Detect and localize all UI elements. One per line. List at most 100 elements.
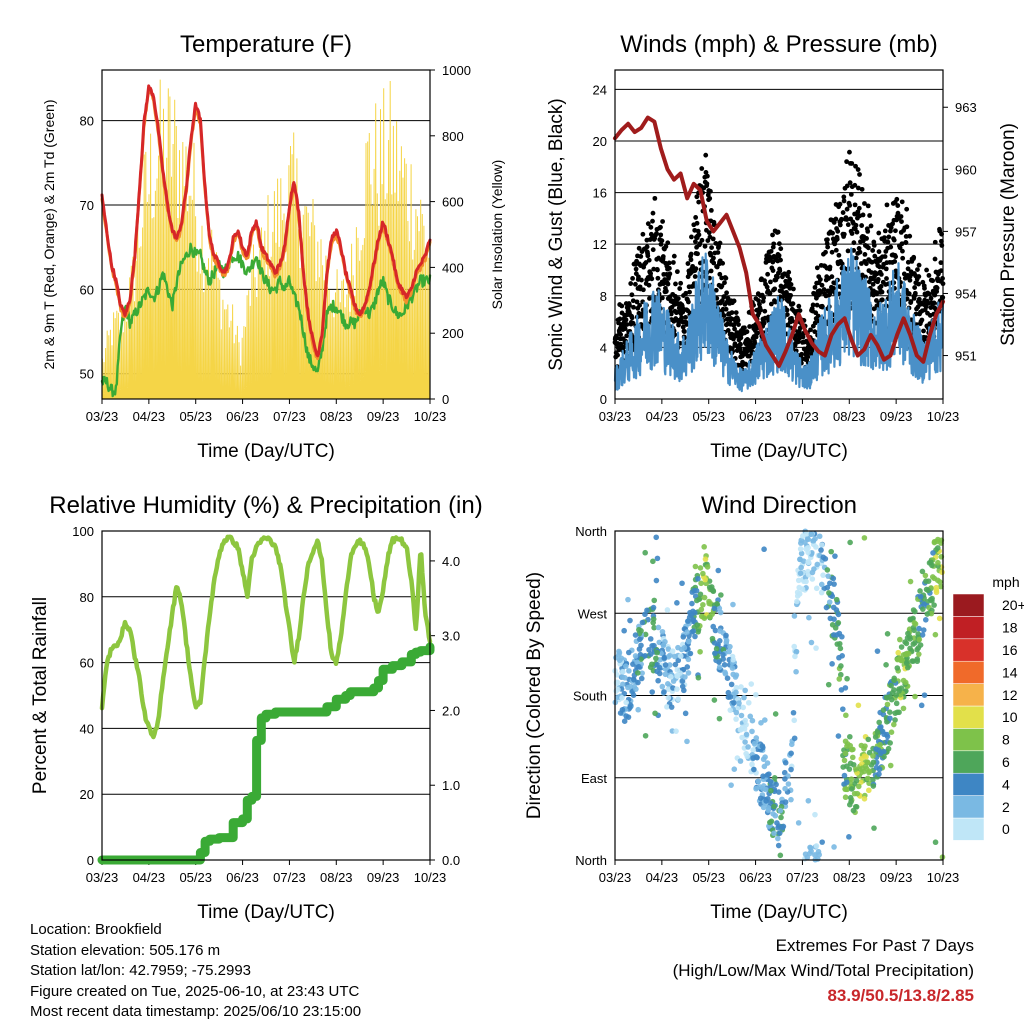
gust-point (860, 238, 866, 244)
plot-border (101, 69, 431, 400)
direction-point (685, 656, 692, 663)
direction-point (870, 777, 876, 783)
direction-point (921, 692, 928, 698)
gust-point (870, 281, 876, 287)
extremes-subtitle: (High/Low/Max Wind/Total Precipitation) (672, 961, 974, 980)
gust-point (756, 298, 761, 303)
direction-point (720, 651, 726, 658)
direction-point (865, 736, 872, 743)
direction-point (615, 686, 621, 693)
gust-point (785, 273, 790, 279)
gust-point (841, 194, 847, 200)
direction-point (910, 641, 917, 647)
direction-point (772, 711, 779, 717)
gust-point (650, 210, 656, 216)
direction-point (830, 575, 837, 582)
gust-point (845, 222, 851, 228)
gust-point (900, 255, 906, 261)
gust-point (633, 266, 639, 272)
gust-point (857, 249, 863, 255)
gust-point (655, 275, 661, 281)
gust-point (884, 276, 889, 281)
direction-point (620, 681, 626, 688)
direction-point (877, 724, 883, 731)
gust-point (627, 303, 632, 308)
direction-point (621, 627, 627, 634)
direction-point (888, 729, 895, 736)
direction-point (638, 627, 644, 634)
direction-point (858, 756, 865, 762)
direction-point (931, 575, 938, 582)
gust-point (870, 248, 876, 253)
gust-point (865, 203, 871, 209)
gust-point (848, 192, 854, 197)
gust-point (722, 280, 727, 286)
gust-point (753, 334, 759, 340)
direction-point (827, 615, 834, 622)
gust-point (825, 237, 830, 243)
y2-tick-label: 957 (955, 224, 977, 239)
gust-point (888, 244, 894, 250)
temp-2m-line (100, 84, 432, 358)
direction-point (747, 713, 754, 720)
gust-point (888, 225, 894, 231)
y-tick-label: 0 (600, 392, 607, 407)
direction-point (911, 627, 917, 634)
direction-point (846, 834, 852, 840)
direction-point (684, 738, 690, 745)
direction-point (844, 675, 850, 682)
direction-point (730, 601, 736, 608)
gust-point (903, 240, 909, 245)
gust-point (895, 203, 901, 208)
direction-point (798, 540, 804, 546)
direction-point (925, 578, 932, 584)
gust-point (693, 239, 698, 245)
direction-point (777, 807, 784, 814)
direction-point (808, 639, 815, 646)
direction-point (805, 544, 811, 551)
y-axis-label: Sonic Wind & Gust (Blue, Black) (546, 98, 567, 370)
x-tick-label: 05/23 (179, 409, 212, 424)
colorbar-label: 14 (1002, 664, 1018, 680)
direction-point (929, 595, 935, 602)
colorbar-swatch (952, 772, 985, 796)
x-tick-label: 09/23 (880, 870, 913, 885)
direction-point (674, 667, 681, 673)
gust-point (733, 310, 739, 315)
direction-point (804, 854, 811, 861)
extremes-title: Extremes For Past 7 Days (775, 936, 974, 955)
gust-point (684, 322, 690, 327)
direction-point (803, 531, 810, 537)
x-tick-label: 08/23 (833, 409, 866, 424)
x-tick-label: 03/23 (599, 870, 632, 885)
direction-point (642, 732, 649, 739)
gust-point (812, 320, 818, 326)
direction-point (713, 646, 720, 652)
gust-point (696, 232, 702, 238)
direction-point (861, 746, 867, 752)
direction-point (897, 636, 903, 643)
gust-point (844, 217, 850, 222)
direction-point (738, 684, 744, 690)
x-tick-label: 09/23 (367, 409, 400, 424)
gust-point (776, 241, 782, 247)
direction-point (646, 646, 652, 653)
station-info: Location: Brookfield Station elevation: … (30, 920, 361, 1023)
x-tick-label: 07/23 (786, 409, 819, 424)
direction-point (896, 709, 902, 716)
gust-point (934, 285, 940, 291)
gust-point (747, 324, 752, 329)
gust-point (648, 224, 654, 230)
direction-point (874, 729, 881, 735)
gust-point (719, 298, 725, 303)
direction-point (767, 819, 773, 826)
direction-point (635, 663, 642, 670)
gust-point (800, 334, 806, 340)
gust-point (854, 229, 860, 235)
direction-point (775, 789, 782, 795)
direction-point (764, 760, 771, 766)
y2-tick-label: 960 (955, 162, 977, 177)
direction-point (649, 661, 655, 668)
gust-point (875, 277, 881, 282)
gust-point (708, 188, 713, 194)
